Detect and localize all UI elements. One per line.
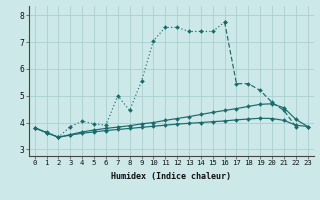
X-axis label: Humidex (Indice chaleur): Humidex (Indice chaleur) — [111, 172, 231, 181]
